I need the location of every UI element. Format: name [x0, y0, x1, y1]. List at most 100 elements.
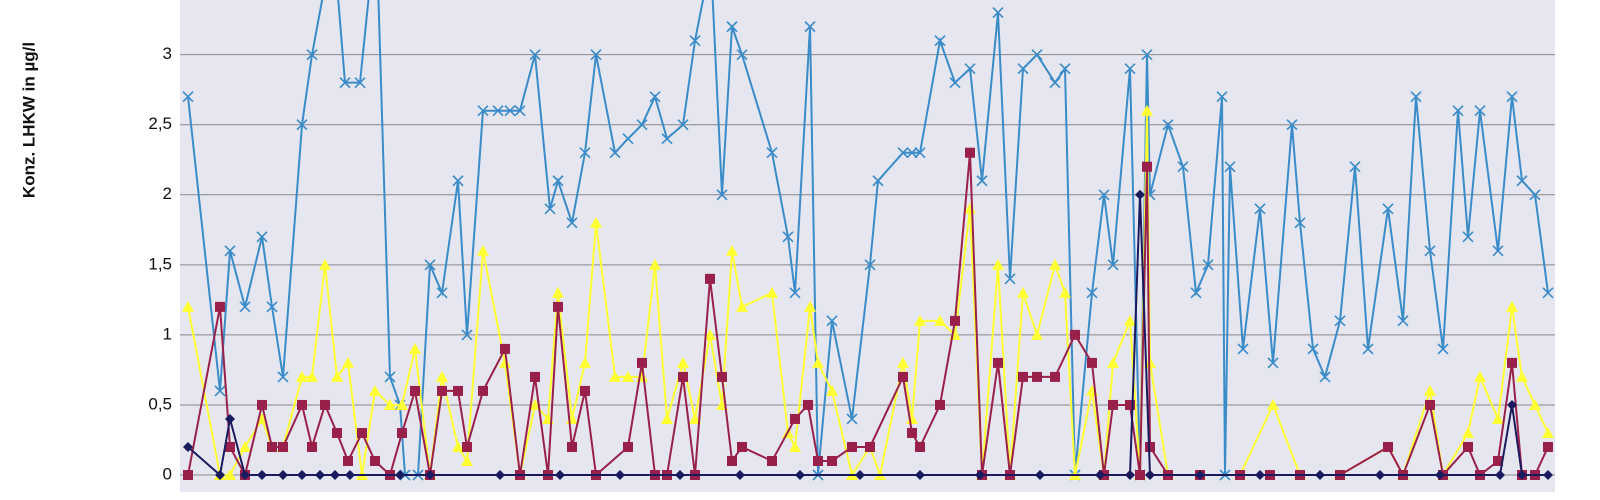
- marker: [1383, 441, 1393, 452]
- marker: [1506, 91, 1518, 103]
- marker: [914, 147, 926, 159]
- marker: [649, 258, 661, 270]
- marker: [357, 427, 367, 438]
- marker: [590, 49, 602, 61]
- marker: [256, 231, 268, 243]
- y-tick-label: 1,5: [148, 254, 172, 273]
- marker: [1462, 231, 1474, 243]
- marker: [552, 286, 564, 298]
- marker: [1286, 119, 1298, 131]
- marker: [1267, 357, 1279, 369]
- marker: [813, 455, 823, 466]
- marker: [1492, 412, 1504, 424]
- marker: [437, 385, 447, 396]
- marker: [1474, 370, 1486, 382]
- marker: [529, 49, 541, 61]
- marker: [1267, 398, 1279, 410]
- marker: [717, 371, 727, 382]
- marker: [257, 399, 267, 410]
- marker: [297, 399, 307, 410]
- marker: [240, 470, 250, 480]
- marker: [609, 147, 621, 159]
- y-tick-label: 0,5: [148, 394, 172, 413]
- marker: [1517, 470, 1527, 480]
- marker: [1425, 399, 1435, 410]
- marker: [661, 412, 673, 424]
- marker: [552, 175, 564, 187]
- marker: [1017, 286, 1029, 298]
- marker: [453, 385, 463, 396]
- marker: [934, 35, 946, 47]
- marker: [1142, 161, 1152, 172]
- marker: [1542, 287, 1554, 299]
- marker: [975, 470, 985, 480]
- marker: [689, 35, 701, 47]
- marker: [1529, 398, 1541, 410]
- marker: [935, 399, 945, 410]
- marker: [623, 441, 633, 452]
- marker: [1334, 315, 1346, 327]
- marker: [726, 21, 738, 33]
- y-tick-label: 2: [163, 184, 172, 203]
- marker: [278, 470, 288, 480]
- marker: [735, 470, 745, 480]
- marker: [461, 454, 473, 466]
- marker: [580, 385, 590, 396]
- marker: [461, 329, 473, 341]
- marker: [826, 315, 838, 327]
- marker: [827, 455, 837, 466]
- y-tick-label: 2,5: [148, 114, 172, 133]
- marker: [278, 441, 288, 452]
- marker: [976, 175, 988, 187]
- marker: [1087, 357, 1097, 368]
- marker: [330, 470, 340, 480]
- marker: [1462, 426, 1474, 438]
- marker: [1224, 161, 1236, 173]
- marker: [1050, 371, 1060, 382]
- marker: [1135, 189, 1145, 200]
- marker: [678, 371, 688, 382]
- marker: [677, 119, 689, 131]
- marker: [1492, 245, 1504, 257]
- marker: [495, 470, 505, 480]
- marker: [1424, 245, 1436, 257]
- marker: [736, 49, 748, 61]
- marker: [804, 21, 816, 33]
- marker: [1107, 259, 1119, 271]
- marker: [1452, 105, 1464, 117]
- marker: [306, 370, 318, 382]
- marker: [1190, 287, 1202, 299]
- marker: [1294, 217, 1306, 229]
- marker: [906, 147, 918, 159]
- marker: [1349, 161, 1361, 173]
- marker: [1255, 470, 1265, 480]
- marker: [1474, 105, 1486, 117]
- marker: [1543, 441, 1553, 452]
- marker: [225, 441, 235, 452]
- marker: [737, 441, 747, 452]
- marker: [1362, 343, 1374, 355]
- marker: [1017, 63, 1029, 75]
- marker: [789, 440, 801, 452]
- marker: [514, 105, 526, 117]
- marker: [992, 7, 1004, 19]
- marker: [343, 455, 353, 466]
- marker: [677, 356, 689, 368]
- y-axis-label: Konz. LHKW in µg/l: [19, 42, 38, 198]
- marker: [804, 300, 816, 312]
- marker: [1098, 189, 1110, 201]
- marker: [1035, 470, 1045, 480]
- marker: [530, 371, 540, 382]
- marker: [320, 399, 330, 410]
- marker: [396, 398, 408, 410]
- marker: [183, 470, 193, 480]
- marker: [993, 357, 1003, 368]
- marker: [339, 77, 351, 89]
- marker: [1506, 300, 1518, 312]
- y-tick-label: 3: [163, 44, 172, 63]
- marker: [296, 119, 308, 131]
- marker: [319, 258, 331, 270]
- marker: [1529, 189, 1541, 201]
- marker: [1108, 399, 1118, 410]
